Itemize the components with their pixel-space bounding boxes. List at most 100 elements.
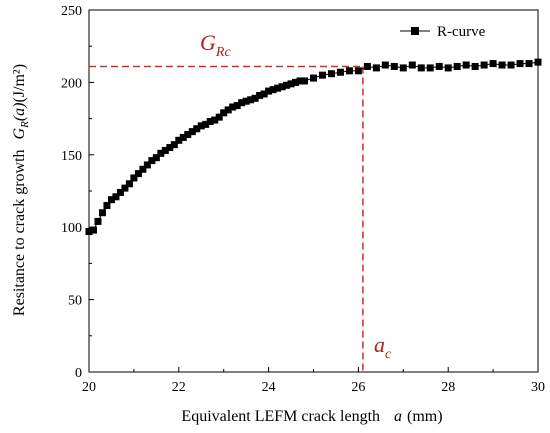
data-point — [238, 99, 246, 107]
data-point — [507, 61, 515, 69]
data-point — [265, 87, 273, 95]
legend-label: R-curve — [437, 24, 486, 40]
ac-annotation: ac — [374, 332, 392, 362]
data-point — [269, 86, 277, 94]
data-point — [215, 113, 223, 121]
data-point — [107, 196, 115, 204]
data-point — [453, 62, 461, 70]
data-point — [166, 144, 174, 152]
data-point — [534, 58, 542, 66]
y-tick-label: 0 — [75, 366, 82, 381]
data-point — [345, 67, 353, 75]
data-point — [94, 217, 102, 225]
data-point — [161, 146, 169, 154]
y-tick-label: 200 — [61, 76, 82, 91]
data-point — [278, 83, 286, 91]
data-point — [336, 68, 344, 76]
data-point — [363, 62, 371, 70]
y-axis-subscript: R — [19, 121, 31, 129]
y-tick-label: 50 — [68, 294, 82, 309]
data-point — [134, 170, 142, 178]
legend-marker — [411, 27, 419, 35]
data-point — [417, 64, 425, 72]
data-point — [354, 67, 362, 75]
data-point — [179, 133, 187, 141]
data-point — [318, 71, 326, 79]
data-point — [98, 209, 106, 217]
data-point — [193, 125, 201, 133]
x-tick-label: 30 — [531, 380, 545, 395]
data-point — [372, 64, 380, 72]
data-point — [480, 61, 488, 69]
data-point — [399, 64, 407, 72]
y-axis-label-text: Resitance to crack growth — [11, 149, 28, 316]
data-point — [390, 62, 398, 70]
data-point — [327, 70, 335, 78]
data-point — [224, 106, 232, 114]
data-point — [408, 61, 416, 69]
x-tick-label: 22 — [172, 380, 186, 395]
y-tick-label: 100 — [61, 221, 82, 236]
data-point — [121, 184, 129, 192]
data-point — [247, 96, 255, 104]
grc-annotation: GRc — [200, 30, 231, 60]
data-point — [143, 161, 151, 169]
data-point — [170, 141, 178, 149]
data-point — [435, 62, 443, 70]
data-point — [233, 102, 241, 110]
data-point — [220, 109, 228, 117]
data-point — [260, 90, 268, 98]
data-point — [426, 64, 434, 72]
data-point — [251, 94, 259, 102]
data-point — [283, 81, 291, 89]
data-point — [148, 157, 156, 165]
x-axis-unit: (mm) — [407, 408, 443, 425]
data-point — [85, 228, 93, 236]
data-point — [139, 165, 147, 173]
data-point — [292, 78, 300, 86]
data-point — [202, 120, 210, 128]
data-point — [206, 117, 214, 125]
grc-symbol: G — [200, 30, 216, 55]
data-point — [130, 174, 138, 182]
data-point — [498, 61, 506, 69]
x-axis-var: a — [394, 408, 402, 425]
critical-guides — [89, 65, 364, 372]
data-point — [462, 61, 470, 69]
y-tick-label: 150 — [61, 149, 82, 164]
data-series — [85, 58, 542, 236]
plot-frame — [88, 9, 539, 373]
data-point — [296, 77, 304, 85]
data-point — [103, 201, 111, 209]
ac-subscript: c — [385, 347, 392, 362]
data-point — [471, 62, 479, 70]
x-axis-label: Equivalent LEFM crack length a (mm) — [181, 408, 442, 425]
data-point — [184, 131, 192, 139]
data-point — [516, 60, 524, 68]
x-tick-label: 24 — [262, 380, 276, 395]
data-point — [116, 188, 124, 196]
data-point — [175, 136, 183, 144]
x-tick-label: 28 — [441, 380, 455, 395]
data-point — [229, 103, 237, 111]
data-point — [310, 74, 317, 82]
series-line — [88, 61, 539, 233]
data-point — [301, 77, 309, 85]
x-axis-label-text: Equivalent LEFM crack length — [181, 408, 380, 425]
y-tick-label: 250 — [61, 4, 82, 19]
ac-symbol: a — [374, 332, 385, 357]
data-point — [274, 84, 282, 92]
y-axis-arg: (a) — [11, 103, 28, 122]
y-axis-symbol: G — [11, 127, 28, 139]
y-axis-label: Resitance to crack growth GR(a)(J/m²) — [11, 64, 31, 316]
grc-subscript: Rc — [215, 45, 232, 60]
data-point — [211, 116, 219, 124]
data-point — [188, 128, 196, 136]
data-point — [381, 61, 389, 69]
data-point — [444, 64, 452, 72]
data-point — [287, 80, 295, 88]
x-tick-label: 20 — [82, 380, 96, 395]
data-point — [197, 122, 205, 130]
data-point — [242, 97, 250, 105]
